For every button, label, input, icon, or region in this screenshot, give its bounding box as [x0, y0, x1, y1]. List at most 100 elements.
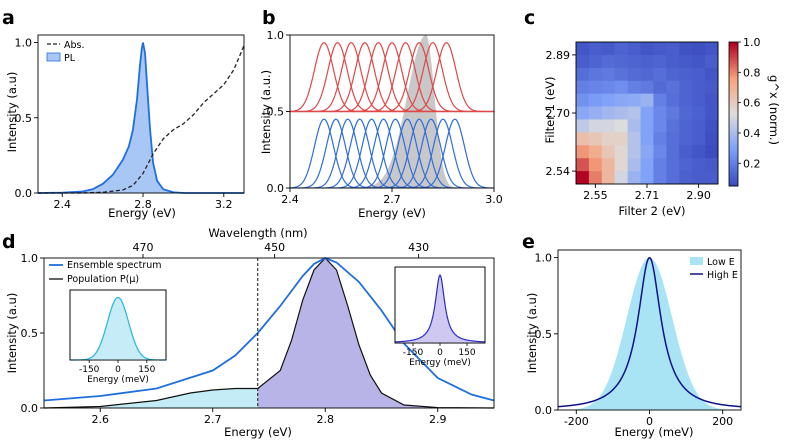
colorbar-segment-39	[729, 90, 738, 93]
panel-c-xtick-label-2: 2.90	[686, 189, 711, 202]
colorbar-segment-41	[729, 85, 738, 89]
heatmap-cell-2-1	[588, 67, 603, 82]
panel-a-xlabel: Energy (eV)	[108, 206, 176, 220]
red-gaussian-5	[354, 41, 430, 113]
panel-e-ytick-label-1: 0.5	[535, 328, 553, 341]
panel-d-top-tick-label-0: 470	[133, 241, 154, 254]
red-gaussian-7	[381, 41, 457, 113]
red-gaussian-2	[313, 41, 389, 113]
panel-a-ytick-label-2: 1.0	[15, 37, 33, 50]
panel-a-xtick-label-1: 2.8	[134, 198, 152, 211]
heatmap-cell-9-4	[627, 158, 641, 172]
heatmap-cell-10-6	[653, 171, 667, 185]
colorbar-tick-label-4: 1.0	[743, 36, 761, 49]
colorbar-segment-36	[729, 97, 738, 101]
colorbar-segment-22	[729, 130, 738, 134]
heatmap-cell-8-6	[653, 145, 667, 159]
colorbar-segment-56	[729, 49, 738, 53]
colorbar-segment-37	[729, 94, 738, 98]
pl-series-line	[37, 42, 244, 194]
heatmap-cell-1-10	[705, 54, 719, 69]
heatmap-cell-2-5	[640, 67, 654, 82]
colorbar-segment-55	[729, 51, 738, 55]
panel-d-ytick-label-0: 0.0	[21, 402, 39, 415]
colorbar-segment-32	[729, 106, 738, 110]
blue-gaussian-2	[310, 118, 386, 189]
colorbar-segment-18	[729, 140, 738, 144]
colorbar-segment-13	[729, 152, 738, 156]
heatmap-cell-8-3	[614, 145, 629, 159]
colorbar-segment-29	[729, 114, 738, 117]
heatmap-cell-7-6	[653, 132, 667, 146]
panel-b-ytick-label-2: 1.0	[267, 29, 285, 42]
heatmap-cell-0-5	[640, 42, 654, 56]
heatmap-cell-3-7	[666, 80, 680, 95]
blue-gaussian-5	[346, 118, 421, 189]
heatmap-cell-5-4	[627, 106, 641, 120]
legend-a-pl-label: PL	[64, 53, 76, 64]
panel-d-xtick-label-0: 2.6	[92, 413, 110, 426]
panel-e-ytick-label-2: 1.0	[535, 252, 553, 265]
colorbar-segment-40	[729, 87, 738, 91]
colorbar-segment-58	[729, 44, 738, 48]
heatmap-cell-10-1	[588, 171, 603, 185]
heatmap-cell-0-6	[653, 42, 667, 56]
heatmap-cell-10-8	[679, 171, 693, 185]
heatmap-cell-6-8	[679, 119, 693, 133]
colorbar-segment-45	[729, 75, 738, 79]
panel-b-ylabel: Intensity (a.u.)	[259, 70, 273, 154]
panel-a-ylabel: Intensity (a.u)	[5, 72, 19, 153]
panel-c-xtick-label-1: 2.71	[635, 189, 660, 202]
panel-b-ytick-label-1: 0.5	[267, 106, 285, 119]
heatmap-cell-3-8	[679, 80, 693, 95]
colorbar-segment-50	[729, 63, 738, 67]
heatmap-cell-1-0	[576, 54, 590, 69]
panel-d-xlabel: Energy (eV)	[224, 425, 292, 439]
colorbar-segment-54	[729, 54, 738, 57]
inset-left-xtick-label-1: 0	[115, 365, 121, 375]
heatmap-cell-4-9	[692, 93, 706, 107]
colorbar-segment-9	[729, 162, 738, 165]
heatmap-cell-5-9	[692, 106, 706, 120]
colorbar-segment-20	[729, 135, 738, 139]
heatmap-cell-0-3	[614, 42, 629, 56]
heatmap-cell-0-9	[692, 42, 706, 56]
heatmap-cell-10-9	[692, 171, 706, 185]
colorbar-tick-label-3: 0.8	[743, 66, 761, 79]
heatmap-cell-8-0	[576, 145, 590, 159]
heatmap-cell-2-6	[653, 67, 667, 82]
heatmap-cell-10-2	[601, 171, 616, 185]
panel-label-c: c	[524, 7, 535, 29]
heatmap-cell-6-5	[640, 119, 654, 133]
red-gaussian-4	[340, 41, 416, 113]
heatmap-cell-0-7	[666, 42, 680, 56]
heatmap-cell-2-8	[679, 67, 693, 82]
colorbar-segment-25	[729, 123, 738, 127]
inset-right-xtick-label-2: 150	[458, 348, 475, 358]
heatmap-cell-7-5	[640, 132, 654, 146]
colorbar-segment-51	[729, 61, 738, 65]
panel-d-top-tick-label-1: 450	[264, 241, 285, 254]
colorbar-segment-28	[729, 116, 738, 120]
colorbar-segment-19	[729, 138, 738, 141]
colorbar-segment-48	[729, 68, 738, 72]
colorbar-segment-10	[729, 159, 738, 163]
inset-right-xtick-label-0: -150	[403, 348, 424, 358]
colorbar-segment-52	[729, 58, 738, 62]
panel-b-ytick-label-0: 0.0	[267, 182, 285, 195]
panel-d-top-xlabel: Wavelength (nm)	[208, 226, 307, 240]
heatmap-cell-8-4	[627, 145, 641, 159]
legend-a-abs-label: Abs.	[64, 40, 85, 51]
panel-c-colorbar-label: g^x (norm.)	[767, 75, 781, 145]
panel-label-d: d	[2, 231, 16, 253]
heatmap-cell-3-0	[576, 80, 590, 95]
heatmap-cell-8-8	[679, 145, 693, 159]
heatmap-cell-2-2	[601, 67, 616, 82]
heatmap-cell-9-3	[614, 158, 629, 172]
colorbar-tick-label-2: 0.6	[743, 97, 761, 110]
legend-d-ensemble-label: Ensemble spectrum	[67, 260, 162, 271]
heatmap-cell-5-1	[588, 106, 603, 120]
panel-d-xtick-label-3: 2.9	[429, 413, 447, 426]
colorbar-segment-21	[729, 133, 738, 137]
colorbar-segment-27	[729, 118, 738, 122]
